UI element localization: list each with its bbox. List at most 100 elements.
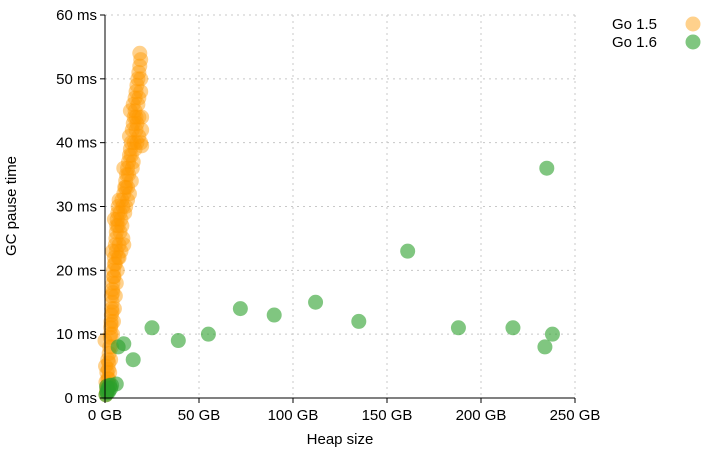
data-point-go16 xyxy=(544,326,560,342)
y-tick-label: 50 ms xyxy=(56,71,97,88)
data-point-go15 xyxy=(121,154,136,170)
data-point-go15 xyxy=(120,160,136,176)
data-point-go15 xyxy=(115,199,131,214)
data-point-go15 xyxy=(120,192,136,208)
data-point-go16 xyxy=(351,313,367,329)
data-point-go15 xyxy=(128,84,144,100)
data-point-go15 xyxy=(99,364,115,380)
data-point-go15 xyxy=(107,256,123,272)
x-tick-label: 0 GB xyxy=(88,407,122,424)
data-point-go15 xyxy=(125,116,141,132)
data-point-go15 xyxy=(131,90,147,106)
y-tick-label: 20 ms xyxy=(56,262,97,279)
data-point-go15 xyxy=(105,281,121,297)
data-point-go15 xyxy=(127,141,143,157)
data-point-go15 xyxy=(132,58,148,74)
data-point-go15 xyxy=(124,160,140,176)
data-point-go15 xyxy=(121,186,137,202)
data-point-go15 xyxy=(133,84,149,100)
data-point-go15 xyxy=(127,90,143,106)
data-point-go15 xyxy=(130,71,146,87)
y-axis-label: GC pause time xyxy=(3,156,20,256)
data-point-go15 xyxy=(121,167,136,183)
data-point-go15 xyxy=(128,109,144,125)
data-point-go15 xyxy=(121,147,137,163)
grid-lines xyxy=(105,14,576,398)
data-point-go16 xyxy=(505,320,521,336)
data-point-go15 xyxy=(116,186,132,202)
data-point-go15 xyxy=(133,71,149,87)
data-point-go15 xyxy=(105,243,121,259)
y-tick-label: 10 ms xyxy=(56,326,97,343)
data-point-go15 xyxy=(127,103,143,119)
tick-labels: 0 GB 50 GB 100 GB 150 GB 200 GB 250 GB 0 ms 10 … xyxy=(56,7,600,424)
legend-label-go16: Go 1.6 xyxy=(612,34,657,51)
data-point-go15 xyxy=(110,250,126,266)
data-point-go15 xyxy=(129,77,145,93)
data-point-go15 xyxy=(103,320,119,336)
data-point-go15 xyxy=(113,243,129,259)
data-point-go15 xyxy=(128,122,144,138)
x-tick-label: 100 GB xyxy=(268,407,319,424)
data-point-go15 xyxy=(114,218,130,234)
data-point-go15 xyxy=(103,326,119,342)
data-point-go15 xyxy=(133,52,149,68)
data-point-go15 xyxy=(131,109,147,125)
data-point-go15 xyxy=(118,173,134,189)
data-point-go15 xyxy=(133,135,149,151)
data-point-go15 xyxy=(103,313,119,329)
data-point-go15 xyxy=(134,138,150,154)
data-point-go15 xyxy=(109,211,125,227)
data-point-go15 xyxy=(122,103,138,119)
data-point-go16 xyxy=(125,352,141,368)
data-point-go15 xyxy=(118,199,134,214)
data-point-go15 xyxy=(121,128,137,144)
data-point-go15 xyxy=(103,307,119,323)
data-point-go15 xyxy=(109,218,125,234)
data-point-go15 xyxy=(123,173,139,189)
data-point-go15 xyxy=(125,154,141,170)
data-point-go15 xyxy=(108,230,124,246)
x-tick-label: 200 GB xyxy=(456,407,507,424)
x-tick-label: 150 GB xyxy=(362,407,413,424)
y-tick-label: 60 ms xyxy=(56,7,97,24)
data-point-go16 xyxy=(400,243,416,259)
data-point-go15 xyxy=(126,109,142,125)
data-point-go15 xyxy=(112,205,128,221)
data-point-go15 xyxy=(123,135,139,151)
data-point-go15 xyxy=(105,285,121,301)
axes xyxy=(100,14,576,403)
data-point-go15 xyxy=(107,288,123,304)
legend-marker-go16 xyxy=(685,34,701,50)
data-point-go15 xyxy=(131,128,147,144)
x-axis-label: Heap size xyxy=(307,431,374,448)
y-tick-label: 0 ms xyxy=(64,390,97,407)
data-point-go15 xyxy=(105,262,121,278)
data-point-go15 xyxy=(108,243,124,259)
data-point-go15 xyxy=(104,288,120,304)
data-point-go15 xyxy=(117,179,133,195)
y-tick-label: 30 ms xyxy=(56,199,97,216)
data-point-go15 xyxy=(113,211,129,227)
data-point-go15 xyxy=(106,269,122,285)
data-point-go15 xyxy=(108,275,124,291)
legend: Go 1.5 Go 1.6 xyxy=(612,16,701,51)
data-point-go16 xyxy=(108,376,124,392)
data-point-go15 xyxy=(111,192,127,208)
legend-label-go15: Go 1.5 xyxy=(612,16,657,33)
data-point-go16 xyxy=(116,336,132,352)
data-point-go16 xyxy=(232,301,248,317)
data-point-go15 xyxy=(106,250,122,266)
data-point-go15 xyxy=(124,122,140,138)
data-point-go15 xyxy=(120,179,136,195)
data-point-go15 xyxy=(98,358,114,374)
data-point-go16 xyxy=(170,333,186,349)
data-point-go16 xyxy=(537,339,553,355)
data-point-go15 xyxy=(111,237,127,253)
data-point-go15 xyxy=(102,364,118,380)
data-point-go15 xyxy=(131,64,147,80)
data-point-go15 xyxy=(134,122,150,138)
data-point-go15 xyxy=(104,304,120,320)
data-point-go15 xyxy=(134,109,150,125)
